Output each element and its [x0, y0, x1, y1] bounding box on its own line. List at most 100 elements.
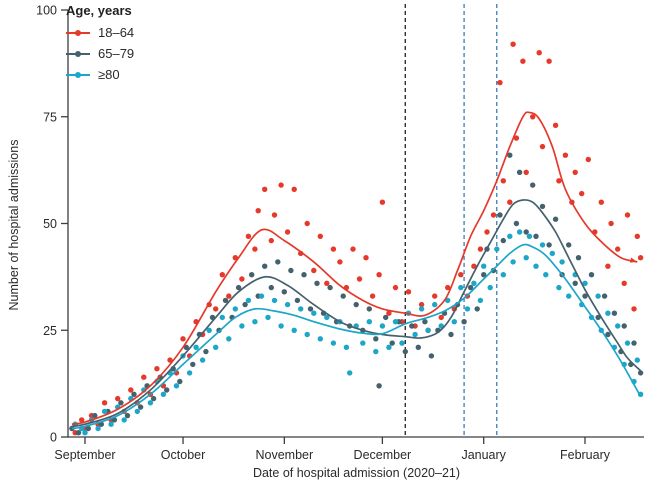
scatter-point — [464, 306, 471, 312]
scatter-point — [422, 319, 428, 325]
scatter-point — [222, 297, 229, 304]
scatter-point — [226, 336, 232, 342]
scatter-point — [141, 374, 147, 380]
scatter-point — [239, 323, 245, 329]
scatter-point — [249, 272, 255, 278]
scatter-point — [180, 336, 186, 342]
scatter-point — [533, 233, 539, 239]
scatter-point — [634, 233, 640, 239]
scatter-point — [588, 272, 595, 278]
scatter-point — [474, 306, 480, 312]
series-marker-80plus-icon — [66, 71, 90, 78]
scatter-point — [330, 340, 337, 346]
scatter-point — [598, 199, 604, 205]
scatter-point — [343, 344, 350, 350]
scatter-point — [262, 263, 268, 269]
scatter-point — [494, 246, 500, 252]
scatter-point — [118, 400, 124, 406]
scatter-point — [128, 387, 134, 393]
scatter-point — [219, 272, 225, 278]
scatter-point — [245, 297, 252, 304]
scatter-point — [624, 212, 631, 218]
scatter-point — [461, 319, 467, 325]
scatter-point — [298, 306, 304, 312]
scatter-point — [585, 156, 591, 163]
legend-label: 18–64 — [98, 25, 135, 40]
scatter-point — [438, 314, 444, 321]
scatter-point — [432, 293, 438, 299]
scatter-point — [552, 216, 559, 222]
scatter-point — [268, 284, 274, 291]
y-tick-label: 25 — [43, 324, 57, 338]
scatter-point — [513, 135, 520, 141]
scatter-point — [386, 310, 392, 316]
x-axis-label: Date of hospital admission (2020–21) — [252, 466, 461, 480]
scatter-point — [412, 331, 418, 338]
scatter-point — [559, 259, 565, 265]
scatter-point — [513, 220, 520, 227]
scatter-point — [252, 319, 258, 325]
scatter-point — [242, 301, 248, 308]
scatter-point — [213, 306, 219, 312]
scatter-point — [418, 301, 425, 308]
scatter-point — [497, 79, 503, 86]
scatter-series-1 — [69, 152, 644, 436]
scatter-point — [82, 430, 88, 436]
scatter-point — [288, 267, 294, 274]
scatter-point — [500, 237, 506, 244]
series-marker-18-64-icon — [66, 29, 90, 36]
scatter-point — [226, 293, 232, 299]
scatter-point — [530, 114, 536, 120]
month-label: October — [161, 448, 205, 462]
scatter-point — [471, 280, 477, 286]
scatter-point — [271, 297, 278, 304]
scatter-point — [350, 246, 356, 252]
scatter-point — [281, 289, 287, 295]
scatter-point — [507, 152, 513, 158]
scatter-point — [418, 306, 425, 312]
scatter-point — [507, 199, 513, 205]
scatter-point — [311, 310, 317, 316]
scatter-point — [415, 344, 421, 350]
scatter-point — [448, 331, 454, 338]
scatter-point — [556, 284, 562, 291]
scatter-point — [536, 50, 542, 56]
scatter-point — [383, 314, 389, 321]
scatter-point — [458, 284, 464, 291]
scatter-point — [347, 370, 353, 376]
legend: Age, years 18–64 65–79 ≥80 — [66, 3, 134, 85]
scatter-point — [543, 272, 549, 278]
scatter-point — [101, 408, 108, 415]
scatter-point — [134, 408, 140, 415]
scatter-point — [510, 41, 516, 47]
month-label: November — [256, 448, 314, 462]
scatter-point — [631, 306, 637, 312]
scatter-series-2 — [72, 229, 644, 436]
scatter-point — [467, 284, 474, 291]
scatter-point — [101, 400, 108, 406]
scatter-point — [539, 203, 546, 210]
scatter-point — [376, 383, 382, 389]
scatter-point — [637, 370, 644, 376]
scatter-point — [304, 220, 310, 227]
scatter-point — [353, 301, 359, 308]
scatter-point — [164, 387, 170, 393]
scatter-point — [490, 212, 497, 218]
scatter-point — [523, 229, 529, 235]
scatter-point — [324, 314, 330, 321]
scatter-point — [399, 340, 405, 346]
scatter-point — [304, 331, 310, 338]
scatter-point — [275, 259, 281, 265]
legend-item-80plus: ≥80 — [66, 64, 134, 85]
scatter-point — [484, 229, 490, 235]
scatter-point — [203, 348, 209, 355]
month-label: February — [560, 448, 611, 462]
scatter-point — [530, 182, 536, 188]
scatter-point — [405, 289, 412, 295]
scatter-point — [402, 348, 408, 355]
scatter-point — [386, 344, 392, 350]
scatter-point — [392, 319, 399, 325]
scatter-point — [206, 327, 212, 333]
scatter-point — [294, 297, 301, 304]
